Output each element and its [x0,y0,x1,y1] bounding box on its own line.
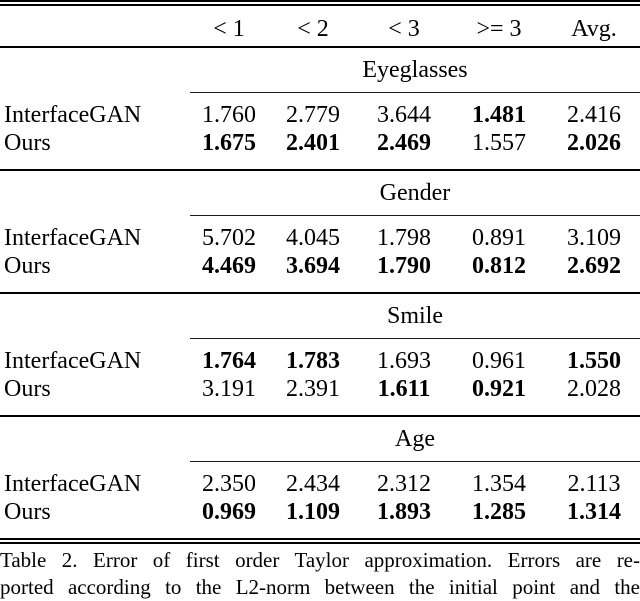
metric-value: 2.434 [286,471,340,497]
caption-line-1: Table 2. Error of first order Taylor app… [0,548,640,572]
metric-value: 1.481 [472,102,526,128]
metric-value: 1.893 [377,499,431,525]
column-header-avg: Avg. [571,15,617,42]
metric-value: 1.764 [202,348,256,374]
table-section-gender: Gender InterfaceGAN 5.702 4.045 1.798 0.… [0,171,640,294]
metric-value: 2.401 [286,130,340,156]
metric-value: 1.783 [286,348,340,374]
metric-value: 1.760 [202,102,256,128]
column-header-ge3: >= 3 [476,15,522,42]
metric-value: 5.702 [202,225,256,251]
section-title: Smile [190,294,640,339]
section-title-row: Smile [0,294,640,339]
metric-value: 1.798 [377,225,431,251]
section-title-empty-cell [0,48,190,93]
metric-value: 2.312 [377,471,431,497]
metric-value: 1.354 [472,471,526,497]
section-title: Age [190,417,640,462]
section-rule [0,169,640,171]
column-header-lt2: < 2 [297,15,329,42]
row-label: Ours [4,130,51,156]
metric-value: 1.109 [286,499,340,525]
row-label: Ours [4,376,51,402]
metric-value: 1.550 [567,348,621,374]
metric-value: 1.675 [202,130,256,156]
metric-value: 3.191 [202,376,256,402]
table-bottom-rule [0,538,640,544]
section-title-row: Eyeglasses [0,48,640,93]
metric-value: 2.391 [286,376,340,402]
table-top-rule [0,0,640,6]
table-row: Ours 1.675 2.401 2.469 1.557 2.026 [0,129,640,157]
table-row: InterfaceGAN 2.350 2.434 2.312 1.354 2.1… [0,462,640,498]
metric-value: 0.969 [202,499,256,525]
metric-value: 2.416 [567,102,621,128]
metric-value: 1.611 [377,376,431,402]
table-row: Ours 0.969 1.109 1.893 1.285 1.314 [0,498,640,526]
section-rule [0,415,640,417]
metric-value: 1.790 [377,253,431,279]
table-row: InterfaceGAN 5.702 4.045 1.798 0.891 3.1… [0,216,640,252]
table-row: Ours 3.191 2.391 1.611 0.921 2.028 [0,375,640,403]
metric-value: 3.694 [286,253,340,279]
metric-value: 2.469 [377,130,431,156]
section-title-empty-cell [0,171,190,216]
section-title-row: Gender [0,171,640,216]
metric-value: 1.693 [377,348,431,374]
table-section-age: Age InterfaceGAN 2.350 2.434 2.312 1.354… [0,417,640,544]
section-spacer [0,403,640,415]
section-rule [0,292,640,294]
metric-value: 2.113 [567,471,621,497]
metric-value: 2.350 [202,471,256,497]
metric-value: 3.644 [377,102,431,128]
table-row: InterfaceGAN 1.764 1.783 1.693 0.961 1.5… [0,339,640,375]
metric-value: 2.779 [286,102,340,128]
metric-value: 1.285 [472,499,526,525]
row-label: InterfaceGAN [4,225,142,251]
section-title-row: Age [0,417,640,462]
row-label: InterfaceGAN [4,102,142,128]
metric-value: 2.692 [567,253,621,279]
row-label: InterfaceGAN [4,348,142,374]
metric-value: 1.557 [472,130,526,156]
section-title: Gender [190,171,640,216]
section-spacer [0,157,640,169]
table-section-smile: Smile InterfaceGAN 1.764 1.783 1.693 0.9… [0,294,640,417]
section-spacer [0,280,640,292]
metric-value: 4.045 [286,225,340,251]
metric-value: 4.469 [202,253,256,279]
section-title: Eyeglasses [190,48,640,93]
table-caption: Table 2. Error of first order Taylor app… [0,547,640,601]
section-title-empty-cell [0,294,190,339]
column-header-lt3: < 3 [388,15,420,42]
metric-value: 3.109 [567,225,621,251]
metric-value: 0.961 [472,348,526,374]
column-header-lt1: < 1 [213,15,245,42]
table-row: InterfaceGAN 1.760 2.779 3.644 1.481 2.4… [0,93,640,129]
metric-value: 2.028 [567,376,621,402]
section-title-empty-cell [0,417,190,462]
table-row: Ours 4.469 3.694 1.790 0.812 2.692 [0,252,640,280]
metric-value: 1.314 [567,499,621,525]
row-label: Ours [4,253,51,279]
table-header-row: < 1 < 2 < 3 >= 3 Avg. [0,6,640,46]
metric-value: 0.812 [472,253,526,279]
table-section-eyeglasses: Eyeglasses InterfaceGAN 1.760 2.779 3.64… [0,48,640,171]
caption-line-2: ported according to the L2-norm between … [0,575,640,599]
metric-value: 0.921 [472,376,526,402]
metric-value: 2.026 [567,130,621,156]
row-label: InterfaceGAN [4,471,142,497]
section-spacer [0,526,640,538]
metric-value: 0.891 [472,225,526,251]
table-header-rule [0,46,640,48]
row-label: Ours [4,499,51,525]
